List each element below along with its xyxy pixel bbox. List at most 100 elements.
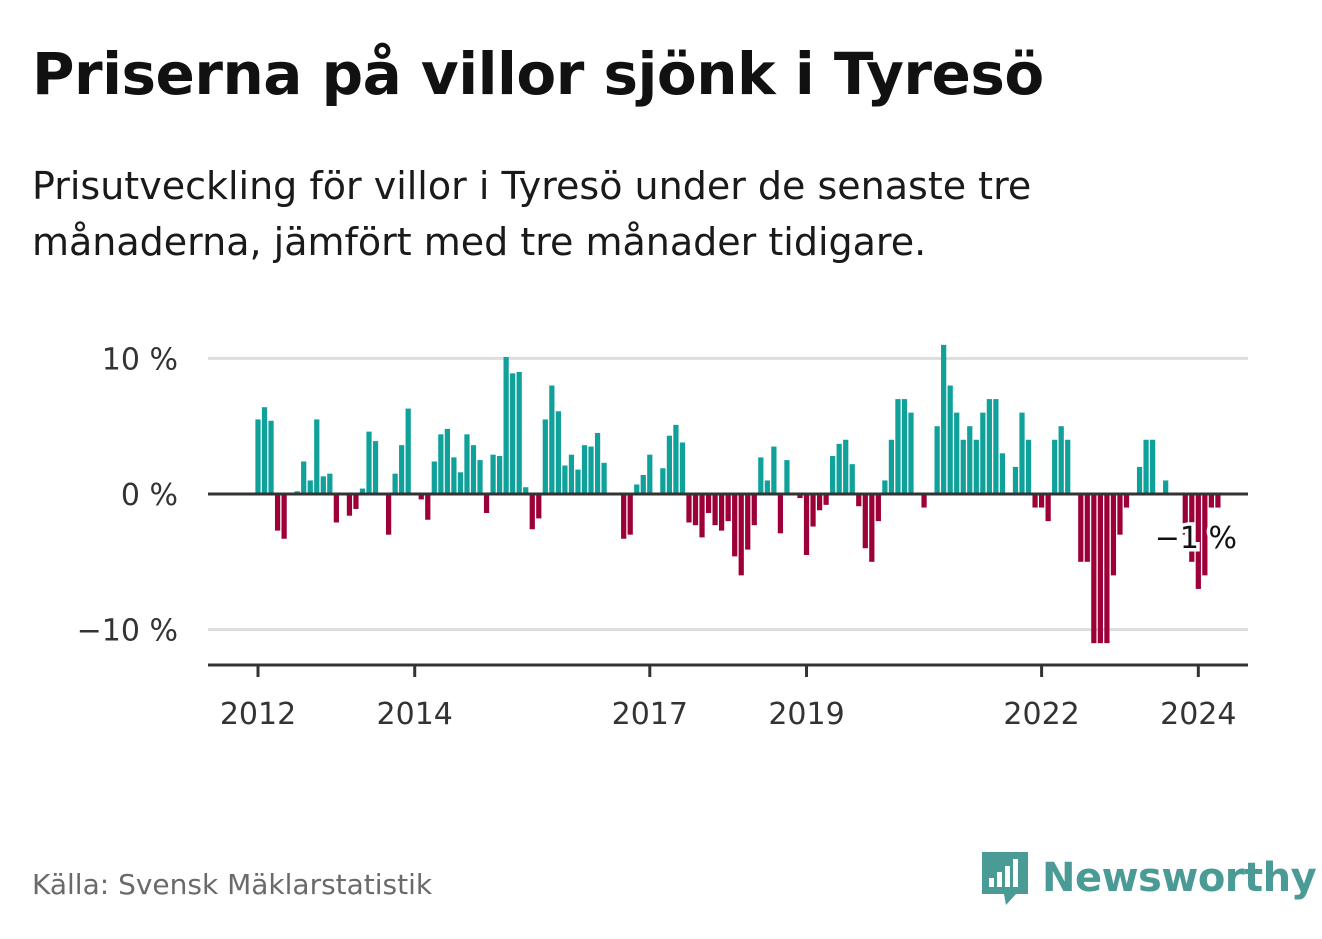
bar <box>529 494 535 530</box>
bar <box>738 494 744 576</box>
bar <box>1052 439 1058 494</box>
source-note: Källa: Svensk Mäklarstatistik <box>32 868 433 901</box>
bar <box>372 441 379 494</box>
bar <box>1182 494 1188 535</box>
bar <box>327 473 333 494</box>
grid-lines <box>208 356 1248 632</box>
bar <box>1150 439 1156 494</box>
bar <box>673 424 679 494</box>
bar <box>908 412 914 494</box>
bar <box>601 462 607 494</box>
bar <box>425 494 431 520</box>
bar <box>705 494 712 513</box>
bar <box>274 494 281 531</box>
bar <box>405 408 411 494</box>
bar <box>999 453 1006 494</box>
bar <box>1038 494 1045 508</box>
bar <box>901 399 908 494</box>
bar <box>464 434 470 494</box>
bar <box>797 494 803 499</box>
bar <box>346 494 353 516</box>
bar <box>1032 494 1038 508</box>
bar <box>810 494 816 527</box>
bar <box>1045 494 1051 522</box>
bar <box>1019 412 1025 494</box>
bar <box>862 494 868 549</box>
bar <box>758 457 764 494</box>
bar <box>692 494 699 526</box>
bar <box>960 439 966 494</box>
newsworthy-logo-icon <box>982 852 1028 905</box>
bar <box>1143 439 1149 494</box>
bar <box>536 494 542 519</box>
last-value-label: −1 % <box>1155 521 1237 556</box>
axes <box>208 492 1248 677</box>
bar <box>1025 439 1032 494</box>
bar <box>686 494 692 523</box>
bar <box>542 419 548 494</box>
bar <box>732 494 738 557</box>
x-tick-label: 2014 <box>377 697 453 732</box>
bar <box>725 494 731 522</box>
bar <box>660 468 666 494</box>
bar <box>993 399 999 494</box>
bar <box>888 439 895 494</box>
bar <box>849 464 855 494</box>
bar <box>1058 426 1064 494</box>
bar <box>941 344 947 494</box>
bar <box>594 432 601 494</box>
bar <box>307 480 313 494</box>
bar <box>1104 494 1110 644</box>
bar <box>255 419 261 494</box>
bar <box>816 494 823 511</box>
bar <box>1163 480 1169 494</box>
bar <box>490 454 496 494</box>
bar <box>353 494 359 509</box>
bar <box>882 480 888 494</box>
bar <box>1084 494 1090 562</box>
bar <box>1202 494 1208 576</box>
bar <box>359 488 366 494</box>
bar <box>1117 494 1123 535</box>
bar <box>477 460 483 494</box>
bar <box>784 460 790 494</box>
y-tick-label: −10 % <box>77 614 178 649</box>
brand-name: Newsworthy <box>1042 855 1317 901</box>
y-tick-label: 0 % <box>121 478 178 513</box>
bar <box>588 446 594 494</box>
x-tick-label: 2012 <box>220 697 296 732</box>
bar <box>438 434 444 494</box>
bar <box>712 494 718 526</box>
x-tick-label: 2019 <box>768 697 844 732</box>
bars <box>255 344 1221 644</box>
bar <box>1065 439 1071 494</box>
y-tick-label: 10 % <box>102 342 178 377</box>
bar <box>418 494 424 500</box>
bar <box>385 494 392 535</box>
bar <box>1123 494 1130 508</box>
bar <box>483 494 490 513</box>
bar <box>581 445 588 494</box>
bar <box>895 399 901 494</box>
bar <box>314 419 320 494</box>
bar <box>1091 494 1097 644</box>
bar <box>921 494 927 508</box>
bar <box>1195 494 1201 589</box>
bar <box>523 487 529 494</box>
bar <box>947 385 953 494</box>
bar <box>803 494 810 556</box>
bar <box>1110 494 1117 576</box>
bar <box>261 407 268 494</box>
bar <box>830 456 836 494</box>
chart-title: Priserna på villor sjönk i Tyresö <box>32 40 1044 108</box>
bar <box>980 412 986 494</box>
bar <box>621 494 627 539</box>
bar <box>366 431 372 494</box>
labels: 10 % 0 % −10 % 2012 2014 2017 2019 2022 2024 −1 % <box>77 342 1241 732</box>
bar <box>1208 494 1214 508</box>
bar <box>719 494 725 531</box>
x-tick-label: 2024 <box>1160 697 1236 732</box>
bar <box>1136 466 1143 494</box>
bar <box>745 494 751 550</box>
newsworthy-logo: Newsworthy <box>980 850 1317 906</box>
